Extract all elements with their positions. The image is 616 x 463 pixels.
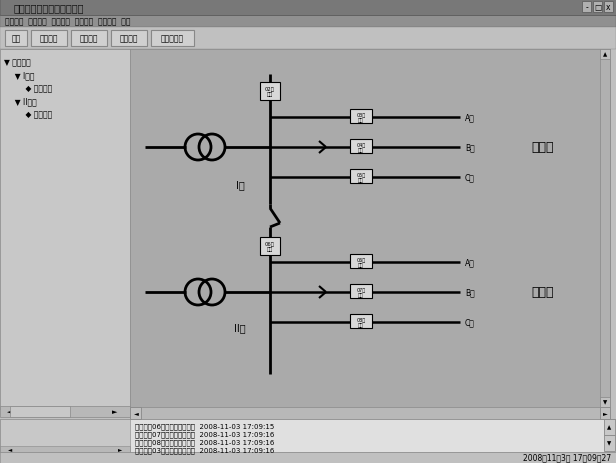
Bar bbox=[130, 407, 610, 419]
Text: ►: ► bbox=[118, 446, 122, 451]
Bar bbox=[582, 2, 591, 13]
Text: ►: ► bbox=[602, 411, 607, 416]
Text: -: - bbox=[585, 3, 588, 12]
Text: ▼: ▼ bbox=[603, 400, 607, 405]
Text: 08号
杆端: 08号 杆端 bbox=[357, 317, 365, 327]
Text: 07号
杆端: 07号 杆端 bbox=[357, 287, 365, 298]
Bar bbox=[5, 31, 27, 47]
Text: 运营维护  信息查询  初障管理  系统维护  系统操作  窗口: 运营维护 信息查询 初障管理 系统维护 系统操作 窗口 bbox=[5, 18, 131, 26]
Bar bbox=[260, 238, 280, 256]
Text: x: x bbox=[606, 3, 610, 12]
Text: ▼ I号线: ▼ I号线 bbox=[10, 71, 34, 80]
Text: 下杭线：03号杆端通道正常！  2008-11-03 17:09:16: 下杭线：03号杆端通道正常！ 2008-11-03 17:09:16 bbox=[135, 447, 274, 453]
Text: II号: II号 bbox=[234, 322, 246, 332]
Text: 05号
杆端: 05号 杆端 bbox=[357, 172, 365, 183]
Bar bbox=[0, 419, 130, 452]
Text: A相: A相 bbox=[465, 258, 475, 267]
Text: ◄: ◄ bbox=[7, 408, 13, 414]
Bar bbox=[71, 31, 107, 47]
Bar bbox=[604, 2, 613, 13]
Bar bbox=[593, 2, 602, 13]
Text: ◆ 艾下杭线: ◆ 艾下杭线 bbox=[16, 84, 52, 94]
Bar bbox=[31, 31, 67, 47]
Bar bbox=[111, 31, 147, 47]
Bar bbox=[350, 255, 372, 269]
Text: ▼: ▼ bbox=[607, 441, 611, 445]
Text: 03号
杆端: 03号 杆端 bbox=[357, 113, 365, 123]
Bar bbox=[151, 31, 194, 47]
Text: ▲: ▲ bbox=[607, 425, 611, 430]
Text: 下武线：08号杆端通道正常！  2008-11-03 17:09:16: 下武线：08号杆端通道正常！ 2008-11-03 17:09:16 bbox=[135, 439, 274, 445]
Text: 下杭线: 下杭线 bbox=[532, 141, 554, 154]
Text: ◆ 艾下武线: ◆ 艾下武线 bbox=[16, 110, 52, 119]
Bar bbox=[600, 50, 610, 60]
Bar bbox=[350, 284, 372, 298]
Bar bbox=[0, 452, 616, 463]
Text: 下武线：07号杆端通道正常！  2008-11-03 17:09:16: 下武线：07号杆端通道正常！ 2008-11-03 17:09:16 bbox=[135, 431, 274, 438]
Text: ▼ 下级电厂: ▼ 下级电厂 bbox=[4, 58, 31, 67]
Bar bbox=[0, 16, 616, 28]
Bar bbox=[604, 419, 615, 435]
Bar bbox=[350, 140, 372, 154]
Bar bbox=[0, 28, 616, 50]
Bar bbox=[0, 419, 616, 452]
Bar bbox=[600, 50, 610, 407]
Bar bbox=[130, 407, 141, 419]
Text: 02号
杆端: 02号 杆端 bbox=[265, 87, 275, 97]
Bar bbox=[350, 169, 372, 184]
Bar bbox=[260, 83, 280, 101]
Bar bbox=[350, 314, 372, 328]
Text: C相: C相 bbox=[465, 173, 475, 182]
Text: ►: ► bbox=[112, 408, 118, 414]
Bar bbox=[600, 407, 610, 419]
Text: C相: C相 bbox=[465, 318, 475, 327]
Bar bbox=[600, 397, 610, 407]
Text: 刷新: 刷新 bbox=[11, 34, 20, 44]
Text: 事故信息: 事故信息 bbox=[79, 34, 98, 44]
Text: B相: B相 bbox=[465, 143, 475, 152]
Text: 2008年11月3日 17：09：27: 2008年11月3日 17：09：27 bbox=[523, 452, 611, 462]
Text: 04号
杆端: 04号 杆端 bbox=[357, 143, 365, 153]
Text: 诊断结果: 诊断结果 bbox=[120, 34, 138, 44]
Text: A相: A相 bbox=[465, 113, 475, 122]
Text: 06号
杆端: 06号 杆端 bbox=[357, 257, 365, 268]
Text: ◄: ◄ bbox=[134, 411, 139, 416]
Text: ◄: ◄ bbox=[8, 446, 12, 451]
Text: 隐藏信息栏: 隐藏信息栏 bbox=[160, 34, 184, 44]
Bar bbox=[0, 406, 130, 417]
Bar bbox=[604, 435, 615, 451]
Bar bbox=[0, 446, 130, 452]
Bar bbox=[0, 50, 130, 409]
Text: 变电站侵入波记录分析系统: 变电站侵入波记录分析系统 bbox=[14, 3, 84, 13]
Text: ▼ II号线: ▼ II号线 bbox=[10, 97, 37, 106]
Bar bbox=[350, 110, 372, 124]
Text: B相: B相 bbox=[465, 288, 475, 297]
Bar bbox=[130, 50, 610, 407]
Text: □: □ bbox=[594, 3, 601, 12]
Bar bbox=[0, 0, 616, 16]
Text: 运行信息: 运行信息 bbox=[40, 34, 59, 44]
Text: 下武线: 下武线 bbox=[532, 286, 554, 299]
Text: I号: I号 bbox=[236, 180, 245, 189]
Text: ▲: ▲ bbox=[603, 52, 607, 57]
Text: 06号
杆端: 06号 杆端 bbox=[265, 241, 275, 252]
Text: 下武线：06号杆端通道正常！  2008-11-03 17:09:15: 下武线：06号杆端通道正常！ 2008-11-03 17:09:15 bbox=[135, 423, 274, 429]
Bar bbox=[10, 406, 70, 417]
